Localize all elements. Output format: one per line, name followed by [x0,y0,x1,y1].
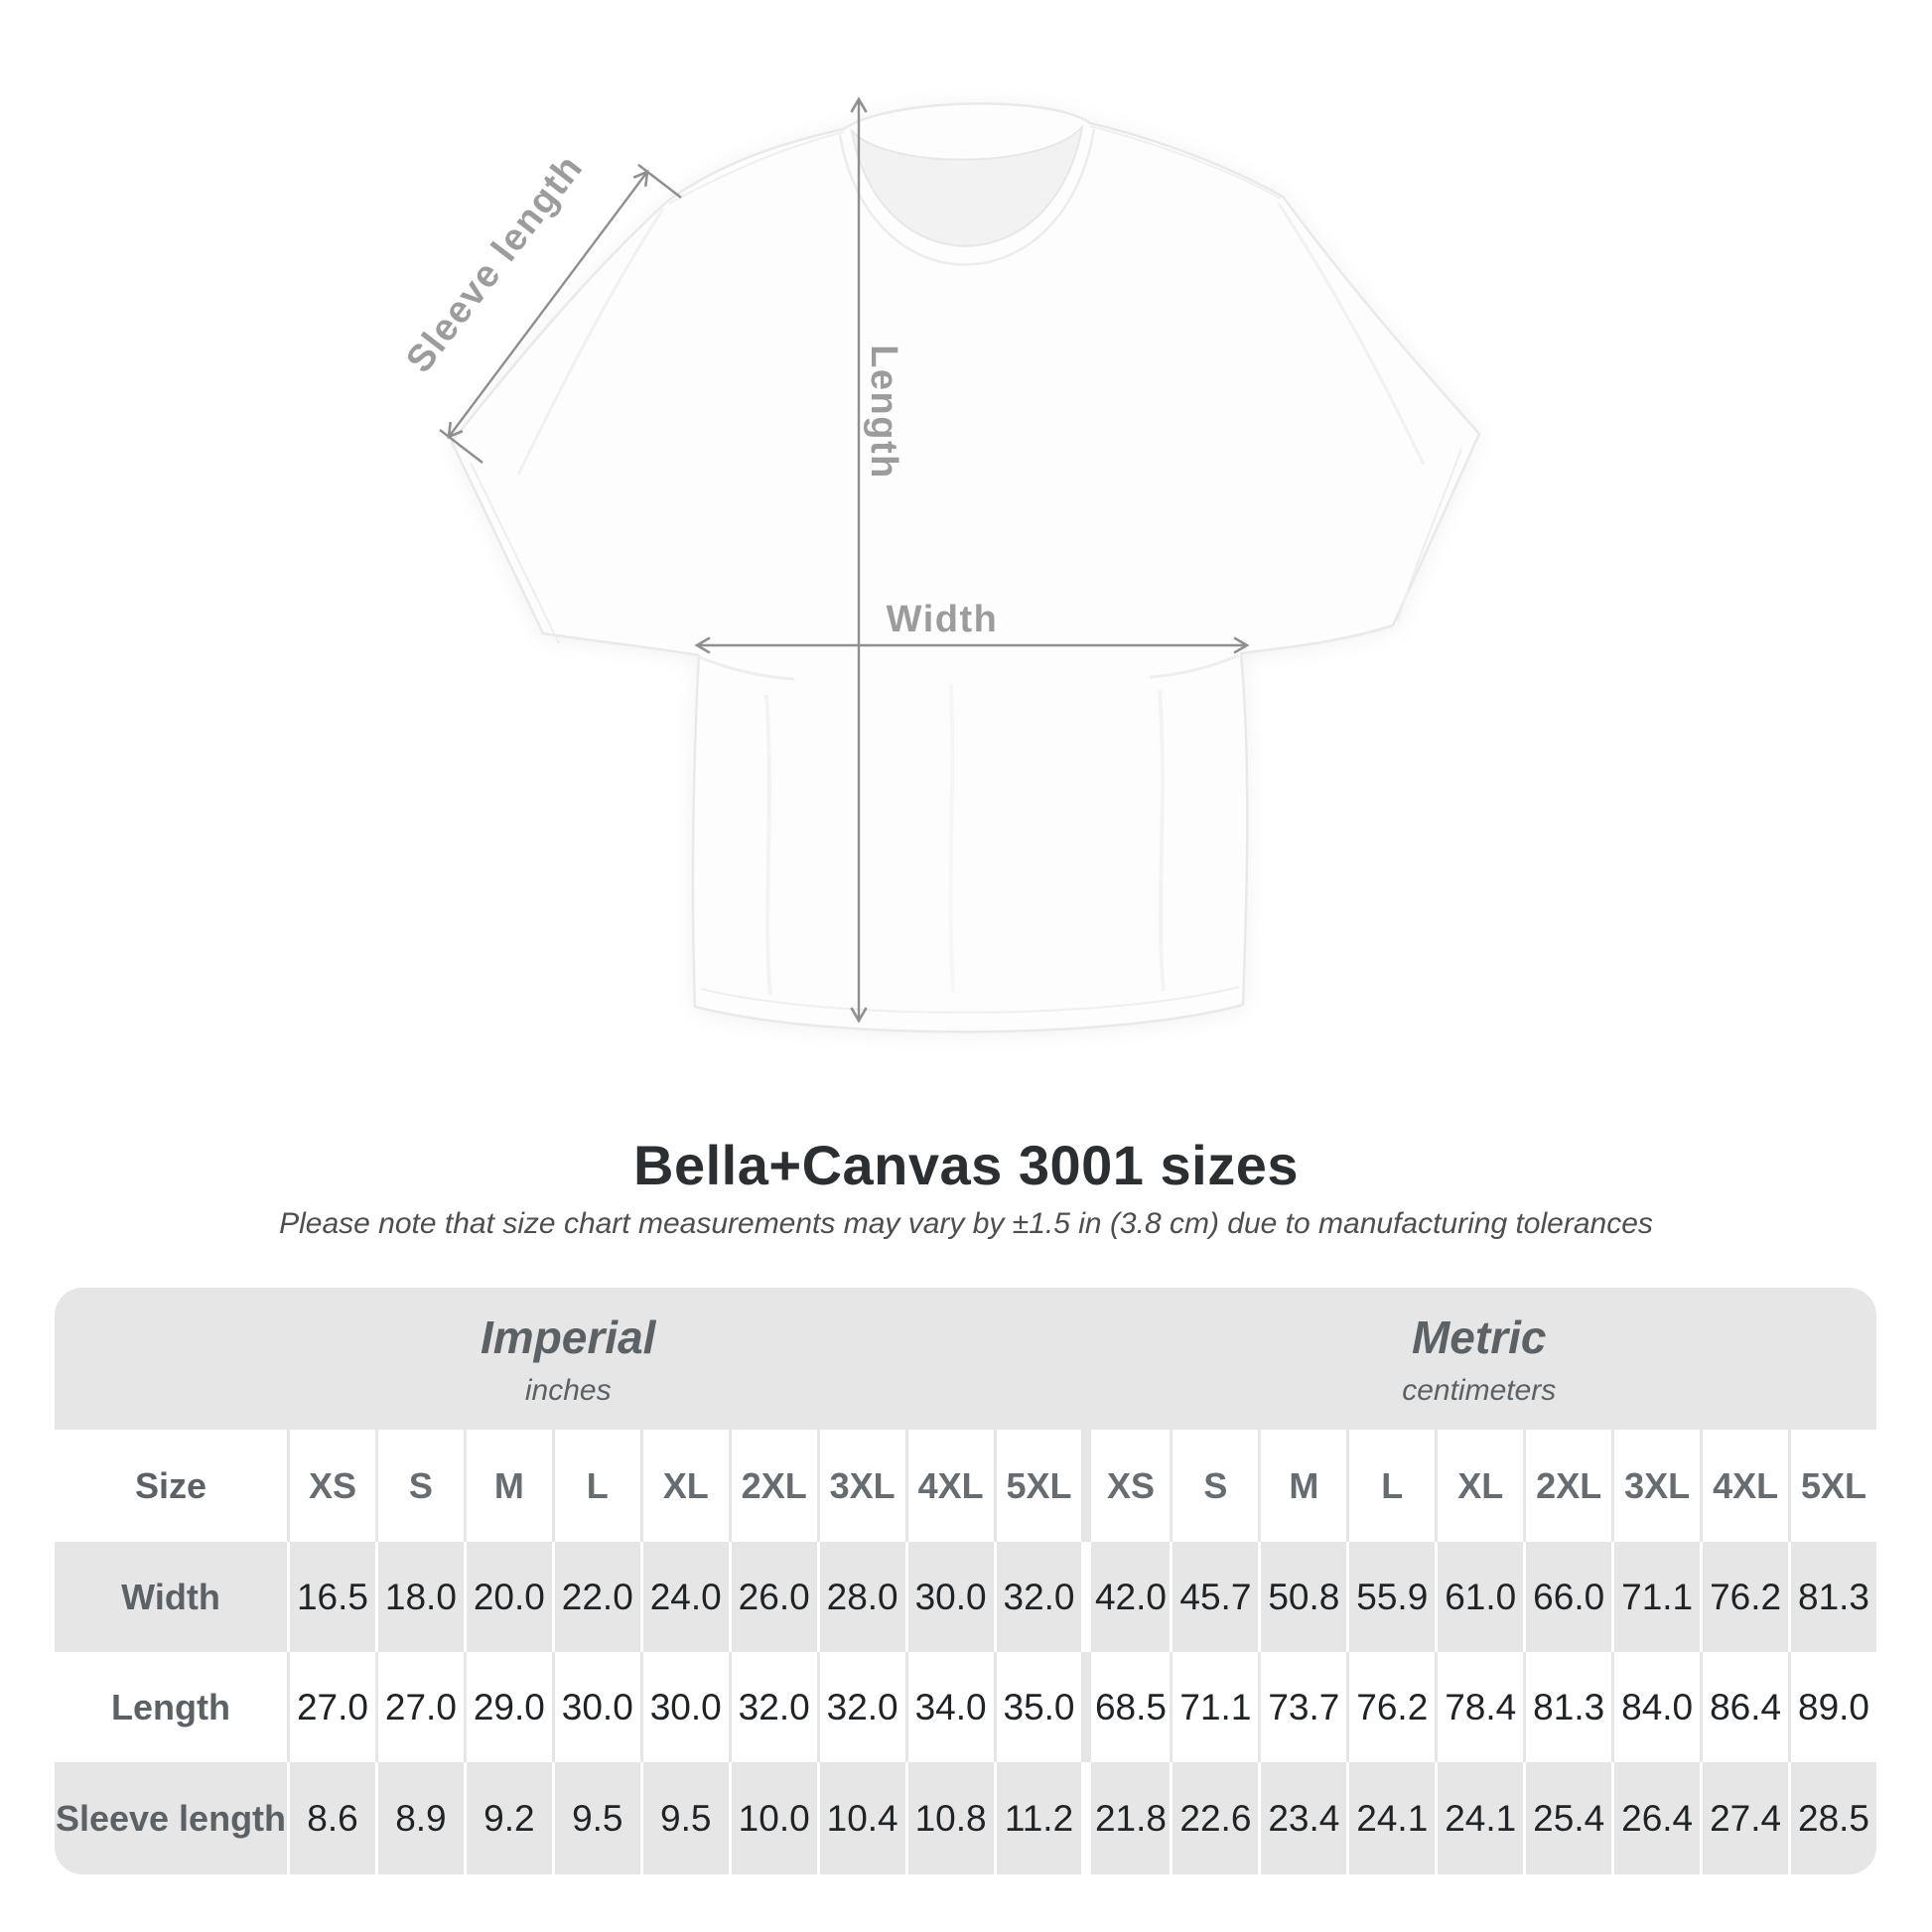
size-value-cell: 8.9 [374,1762,464,1874]
size-column-header: S [374,1430,464,1542]
size-table: Imperial inches Metric centimeters Size X… [55,1288,1876,1874]
size-value-cell: 61.0 [1435,1542,1524,1652]
size-value-cell: 27.0 [374,1652,464,1762]
size-value-cell: 55.9 [1346,1542,1436,1652]
size-column-header: XS [1081,1430,1171,1542]
size-column-header: M [1258,1430,1347,1542]
size-value-cell: 23.4 [1258,1762,1347,1874]
size-value-cell: 16.5 [287,1542,375,1652]
size-value-cell: 25.4 [1523,1762,1612,1874]
imperial-section-header: Imperial inches [55,1288,1082,1430]
tshirt-measurement-diagram: Sleeve length Length Width [398,96,1481,1034]
size-column-header: 3XL [816,1430,905,1542]
size-column-header: 5XL [993,1430,1082,1542]
width-label: Width [887,599,999,640]
size-value-cell: 71.1 [1170,1652,1259,1762]
size-value-cell: 68.5 [1081,1652,1171,1762]
page-subtitle: Please note that size chart measurements… [279,1207,1653,1240]
size-column-header: S [1170,1430,1259,1542]
size-value-cell: 10.4 [816,1762,905,1874]
metric-section-title: Metric [1411,1311,1547,1363]
size-value-cell: 81.3 [1523,1652,1612,1762]
size-value-cell: 35.0 [993,1652,1082,1762]
size-column-header: M [463,1430,552,1542]
size-value-cell: 73.7 [1258,1652,1347,1762]
sleeve-length-tick-top [637,164,682,199]
size-value-cell: 32.0 [993,1542,1082,1652]
size-value-cell: 9.5 [551,1762,640,1874]
tshirt-hem-seam [700,986,1240,1014]
size-column-header: XS [287,1430,375,1542]
size-value-cell: 26.4 [1611,1762,1701,1874]
size-value-cell: 28.5 [1788,1762,1876,1874]
tshirt-left-cuff-seam [470,462,560,644]
size-value-cell: 27.0 [287,1652,375,1762]
sleeve-length-tick-bottom [439,429,483,464]
size-value-cell: 78.4 [1435,1652,1524,1762]
size-value-cell: 24.1 [1435,1762,1524,1874]
tshirt-right-cuff-seam [1397,448,1462,621]
metric-section-unit: centimeters [1402,1373,1557,1407]
imperial-section-title: Imperial [481,1311,656,1363]
sleeve-length-arrow [447,169,649,440]
size-column-header: XL [639,1430,729,1542]
size-value-cell: 30.0 [904,1542,994,1652]
size-value-cell: 18.0 [374,1542,464,1652]
tshirt-right-shoulder-seam [1089,125,1282,200]
size-value-cell: 34.0 [904,1652,994,1762]
size-value-cell: 20.0 [463,1542,552,1652]
size-value-cell: 27.4 [1700,1762,1789,1874]
size-value-cell: 86.4 [1700,1652,1789,1762]
size-value-cell: 45.7 [1170,1542,1259,1652]
size-column-header: XL [1435,1430,1524,1542]
size-column-header: L [551,1430,640,1542]
size-value-cell: 26.0 [728,1542,817,1652]
size-value-cell: 8.6 [287,1762,375,1874]
size-value-cell: 76.2 [1346,1652,1436,1762]
size-value-cell: 71.1 [1611,1542,1701,1652]
length-label: Length [863,345,904,480]
size-value-cell: 10.0 [728,1762,817,1874]
size-value-cell: 89.0 [1788,1652,1876,1762]
tshirt-neck-opening [850,123,1084,247]
size-value-cell: 22.6 [1170,1762,1259,1874]
row-label: Sleeve length [55,1762,287,1874]
size-value-cell: 22.0 [551,1542,640,1652]
size-value-cell: 76.2 [1700,1542,1789,1652]
imperial-section-unit: inches [524,1373,612,1407]
size-value-cell: 21.8 [1081,1762,1171,1874]
size-column-header: L [1346,1430,1436,1542]
row-label: Length [55,1652,287,1762]
size-column-header: 5XL [1788,1430,1876,1542]
tshirt-illustration [450,102,1481,1034]
size-column-header: 4XL [1700,1430,1789,1542]
size-value-cell: 32.0 [816,1652,905,1762]
size-column-header: 2XL [1523,1430,1612,1542]
size-value-cell: 81.3 [1788,1542,1876,1652]
size-value-cell: 32.0 [728,1652,817,1762]
page-title: Bella+Canvas 3001 sizes [633,1134,1299,1196]
size-value-cell: 11.2 [993,1762,1082,1874]
size-value-cell: 50.8 [1258,1542,1347,1652]
size-value-cell: 9.5 [639,1762,729,1874]
tshirt-left-shoulder-seam [668,131,845,205]
size-value-cell: 30.0 [639,1652,729,1762]
metric-section-header: Metric centimeters [1081,1288,1876,1430]
size-value-cell: 29.0 [463,1652,552,1762]
size-corner-label: Size [55,1430,287,1542]
size-column-header: 3XL [1611,1430,1701,1542]
size-value-cell: 10.8 [904,1762,994,1874]
size-value-cell: 24.1 [1346,1762,1436,1874]
size-value-cell: 24.0 [639,1542,729,1652]
size-value-cell: 84.0 [1611,1652,1701,1762]
size-value-cell: 28.0 [816,1542,905,1652]
row-label: Width [55,1542,287,1652]
size-value-cell: 30.0 [551,1652,640,1762]
size-column-header: 2XL [728,1430,817,1542]
size-column-header: 4XL [904,1430,994,1542]
size-value-cell: 66.0 [1523,1542,1612,1652]
size-value-cell: 42.0 [1081,1542,1171,1652]
size-value-cell: 9.2 [463,1762,552,1874]
